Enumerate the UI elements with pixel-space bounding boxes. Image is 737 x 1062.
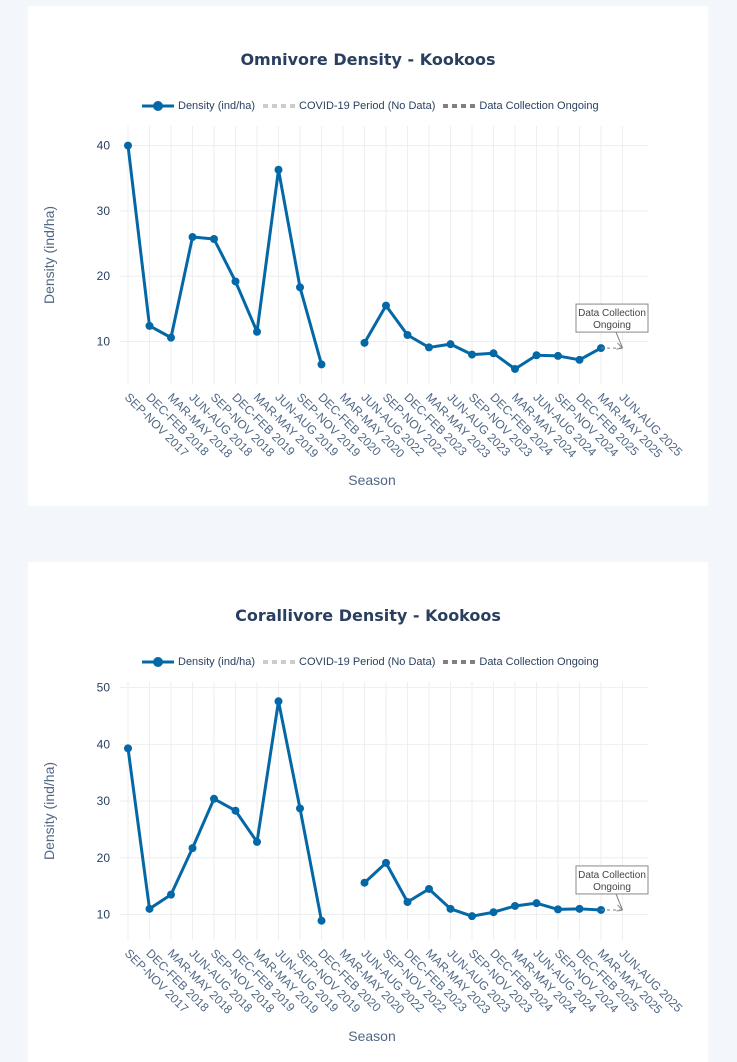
legend-density-label: Density (ind/ha) — [178, 656, 256, 668]
legend-covid[interactable]: COVID-19 Period (No Data) — [263, 100, 435, 112]
data-point — [317, 360, 326, 369]
y-tick-label: 10 — [97, 907, 111, 921]
data-point — [554, 351, 562, 360]
data-point — [317, 916, 326, 925]
legend-ongoing-label: Data Collection Ongoing — [479, 100, 599, 112]
legend-ongoing[interactable]: Data Collection Ongoing — [443, 100, 599, 112]
data-point — [382, 301, 390, 310]
legend-density[interactable]: Density (ind/ha) — [142, 656, 255, 668]
data-point — [575, 355, 584, 364]
data-point — [511, 364, 519, 373]
legend-covid[interactable]: COVID-19 Period (No Data) — [263, 656, 435, 668]
data-point — [446, 904, 455, 913]
annotation-text: Data Collection — [578, 308, 646, 319]
data-point — [446, 340, 455, 349]
data-point — [575, 904, 584, 913]
data-point — [253, 837, 261, 846]
data-point — [274, 165, 283, 174]
data-point — [382, 858, 390, 867]
data-point — [296, 283, 304, 292]
legend-line-solid-icon — [142, 657, 174, 667]
data-point — [532, 899, 541, 908]
data-point — [511, 901, 519, 910]
data-point — [167, 333, 175, 342]
data-point — [360, 338, 369, 347]
chart-title: Corallivore Density - Kookoos — [235, 606, 501, 625]
data-point — [210, 234, 218, 243]
series-line — [126, 145, 323, 365]
y-tick-label: 20 — [97, 269, 111, 283]
series-line — [363, 861, 602, 918]
y-tick-label: 10 — [97, 335, 111, 349]
y-tick-label: 50 — [97, 681, 111, 695]
data-point — [425, 343, 433, 352]
annotation-box — [575, 303, 649, 333]
legend-ongoing[interactable]: Data Collection Ongoing — [443, 656, 599, 668]
legend-density-label: Density (ind/ha) — [178, 100, 256, 112]
annotation-arrow — [615, 893, 623, 911]
data-point — [296, 804, 304, 813]
y-tick-label: 40 — [97, 737, 111, 751]
annotation-arrowhead — [616, 342, 623, 350]
series-line — [363, 304, 602, 371]
data-point — [468, 350, 476, 359]
x-axis-title: Season — [348, 472, 395, 488]
legend-covid-label: COVID-19 Period (No Data) — [299, 100, 436, 112]
legend-ongoing-label: Data Collection Ongoing — [479, 656, 599, 668]
data-point — [124, 141, 132, 150]
data-point — [554, 905, 562, 914]
annotation-text: Data Collection — [578, 870, 646, 881]
data-point — [403, 898, 412, 907]
annotation-arrow — [615, 331, 623, 349]
legend-covid-label: COVID-19 Period (No Data) — [299, 656, 436, 668]
annotation-box — [575, 865, 649, 895]
data-point — [274, 697, 283, 706]
x-axis-title: Season — [348, 1028, 395, 1044]
data-point — [403, 331, 412, 340]
data-point — [532, 351, 541, 360]
data-point — [188, 233, 197, 242]
data-point — [231, 806, 240, 815]
annotation-arrowhead — [616, 904, 623, 912]
annotation-text: Ongoing — [593, 320, 631, 331]
data-point — [425, 884, 433, 893]
legend-density[interactable]: Density (ind/ha) — [142, 100, 255, 112]
y-axis-title: Density (ind/ha) — [41, 762, 57, 860]
y-tick-label: 30 — [97, 204, 111, 218]
data-point — [188, 844, 197, 853]
chart-legend: Density (ind/ha) COVID-19 Period (No Dat… — [142, 656, 607, 668]
y-tick-label: 40 — [97, 139, 111, 153]
legend-line-solid-icon — [142, 101, 174, 111]
data-point — [145, 904, 154, 913]
data-point — [167, 890, 175, 899]
annotation-text: Ongoing — [593, 882, 631, 893]
data-point — [145, 321, 154, 330]
data-point — [489, 349, 498, 358]
y-tick-label: 30 — [97, 794, 111, 808]
chart-title: Omnivore Density - Kookoos — [240, 50, 496, 69]
data-point — [253, 327, 261, 336]
chart-legend: Density (ind/ha) COVID-19 Period (No Dat… — [142, 100, 607, 112]
data-point — [124, 744, 132, 753]
data-point — [468, 912, 476, 921]
corallivore-chart-card: Corallivore Density - Kookoos Density (i… — [28, 562, 708, 1062]
data-point — [210, 794, 218, 803]
omnivore-chart-card: Omnivore Density - Kookoos Density (ind/… — [28, 6, 708, 506]
data-point — [489, 908, 498, 917]
data-point — [360, 878, 369, 887]
y-axis-title: Density (ind/ha) — [41, 206, 57, 304]
y-tick-label: 20 — [97, 851, 111, 865]
data-point — [231, 277, 240, 286]
series-line — [126, 699, 323, 922]
